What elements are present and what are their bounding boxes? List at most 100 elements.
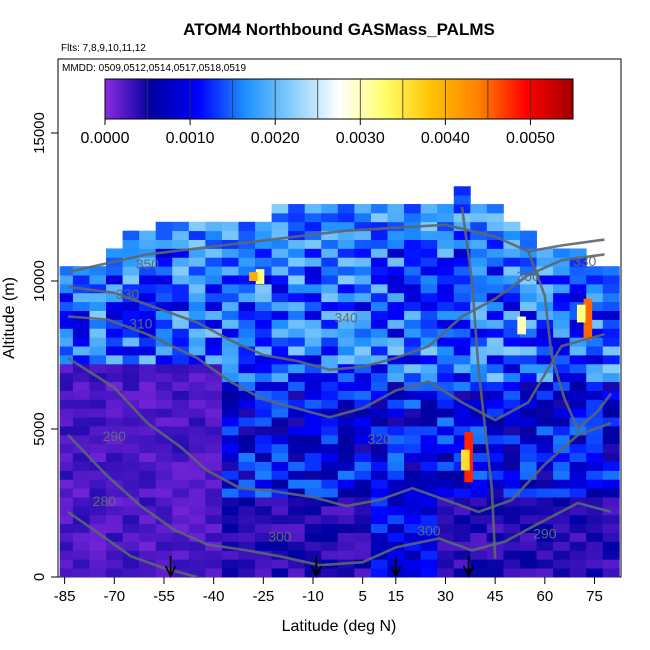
heatmap-cell	[437, 275, 455, 285]
heatmap-cell	[304, 248, 322, 258]
heatmap-cell	[453, 532, 471, 542]
heatmap-cell	[536, 319, 554, 329]
heatmap-cell	[155, 497, 173, 507]
heatmap-cell	[205, 443, 223, 454]
heatmap-cell	[304, 426, 322, 436]
heatmap-cell	[337, 568, 355, 578]
heatmap-cell	[188, 408, 206, 418]
heatmap-cell	[271, 204, 289, 214]
heatmap-cell	[321, 337, 339, 347]
heatmap-cell	[387, 301, 405, 311]
heatmap-cell	[106, 417, 123, 427]
heatmap-cell	[586, 399, 604, 409]
heatmap-cell	[139, 301, 157, 311]
heatmap-cell	[72, 550, 90, 560]
heatmap-cell	[519, 275, 537, 285]
heatmap-cell	[354, 283, 372, 294]
heatmap-cell	[89, 399, 107, 409]
x-tick-label: -85	[54, 588, 76, 605]
heatmap-cell	[221, 257, 239, 267]
heatmap-cell	[536, 337, 554, 347]
heatmap-cell	[271, 230, 289, 240]
heatmap-cell	[354, 301, 372, 311]
heatmap-cell	[370, 408, 388, 418]
heatmap-cell	[304, 319, 322, 329]
heatmap-hotspot	[576, 304, 586, 323]
heatmap-cell	[437, 239, 455, 249]
heatmap-cell	[437, 390, 455, 400]
heatmap-cell	[255, 346, 273, 356]
heatmap-cell	[437, 417, 455, 427]
heatmap-cell	[89, 310, 107, 320]
heatmap-cell	[238, 372, 256, 383]
heatmap-cell	[519, 452, 537, 462]
heatmap-cell	[453, 505, 471, 516]
heatmap-cell	[271, 559, 289, 569]
heatmap-cell	[453, 470, 471, 480]
heatmap-cell	[304, 443, 322, 454]
heatmap-cell	[139, 541, 157, 551]
heatmap-cell	[139, 461, 157, 471]
heatmap-cell	[404, 426, 422, 436]
heatmap-cell	[354, 390, 372, 400]
heatmap-cell	[72, 505, 90, 516]
heatmap-cell	[387, 390, 405, 400]
heatmap-cell	[387, 497, 405, 507]
heatmap-cell	[503, 390, 521, 400]
heatmap-cell	[221, 390, 239, 400]
heatmap-cell	[337, 310, 355, 320]
heatmap-cell	[453, 283, 471, 294]
heatmap-cell	[172, 523, 190, 533]
heatmap-cell	[59, 346, 77, 356]
heatmap-cell	[106, 434, 123, 445]
heatmap-cell	[288, 479, 306, 489]
heatmap-cell	[221, 310, 239, 320]
heatmap-cell	[437, 434, 455, 445]
heatmap-cell	[553, 541, 571, 551]
heatmap-cell	[59, 541, 77, 551]
heatmap-cell	[354, 257, 372, 267]
heatmap-cell	[387, 461, 405, 471]
heatmap-cell	[470, 221, 488, 232]
heatmap-cell	[221, 470, 239, 480]
heatmap-cell	[337, 550, 355, 560]
heatmap-cell	[238, 514, 256, 525]
heatmap-cell	[602, 399, 620, 409]
heatmap-cell	[255, 248, 273, 258]
heatmap-cell	[255, 363, 273, 374]
heatmap-cell	[337, 283, 355, 294]
heatmap-cell	[503, 399, 521, 409]
heatmap-cell	[602, 417, 620, 427]
heatmap-cell	[519, 559, 537, 569]
heatmap-cell	[238, 266, 256, 276]
heatmap-cell	[304, 239, 322, 249]
heatmap-cell	[387, 266, 405, 276]
heatmap-cell	[288, 292, 306, 303]
heatmap-cell	[420, 310, 438, 320]
heatmap-cell	[370, 275, 388, 285]
heatmap-cell	[89, 275, 107, 285]
heatmap-cell	[205, 514, 223, 525]
heatmap-cell	[486, 372, 504, 383]
heatmap-cell	[420, 426, 438, 436]
heatmap-cell	[188, 514, 206, 525]
heatmap-cell	[602, 275, 620, 285]
heatmap-cell	[238, 452, 256, 462]
heatmap-cell	[72, 426, 90, 436]
heatmap-cell	[304, 266, 322, 276]
heatmap-cell	[221, 559, 239, 569]
heatmap-cell	[271, 497, 289, 507]
heatmap-cell	[569, 559, 587, 569]
heatmap-cell	[221, 488, 239, 498]
heatmap-cell	[586, 505, 604, 516]
heatmap-cell	[304, 363, 322, 374]
heatmap-cell	[337, 346, 355, 356]
heatmap-cell	[238, 426, 256, 436]
heatmap-cell	[304, 532, 322, 542]
heatmap-cell	[321, 399, 339, 409]
heatmap-cell	[139, 479, 157, 489]
heatmap-cell	[453, 523, 471, 533]
heatmap-cell	[288, 461, 306, 471]
heatmap-cell	[288, 470, 306, 480]
heatmap-cell	[155, 275, 173, 285]
